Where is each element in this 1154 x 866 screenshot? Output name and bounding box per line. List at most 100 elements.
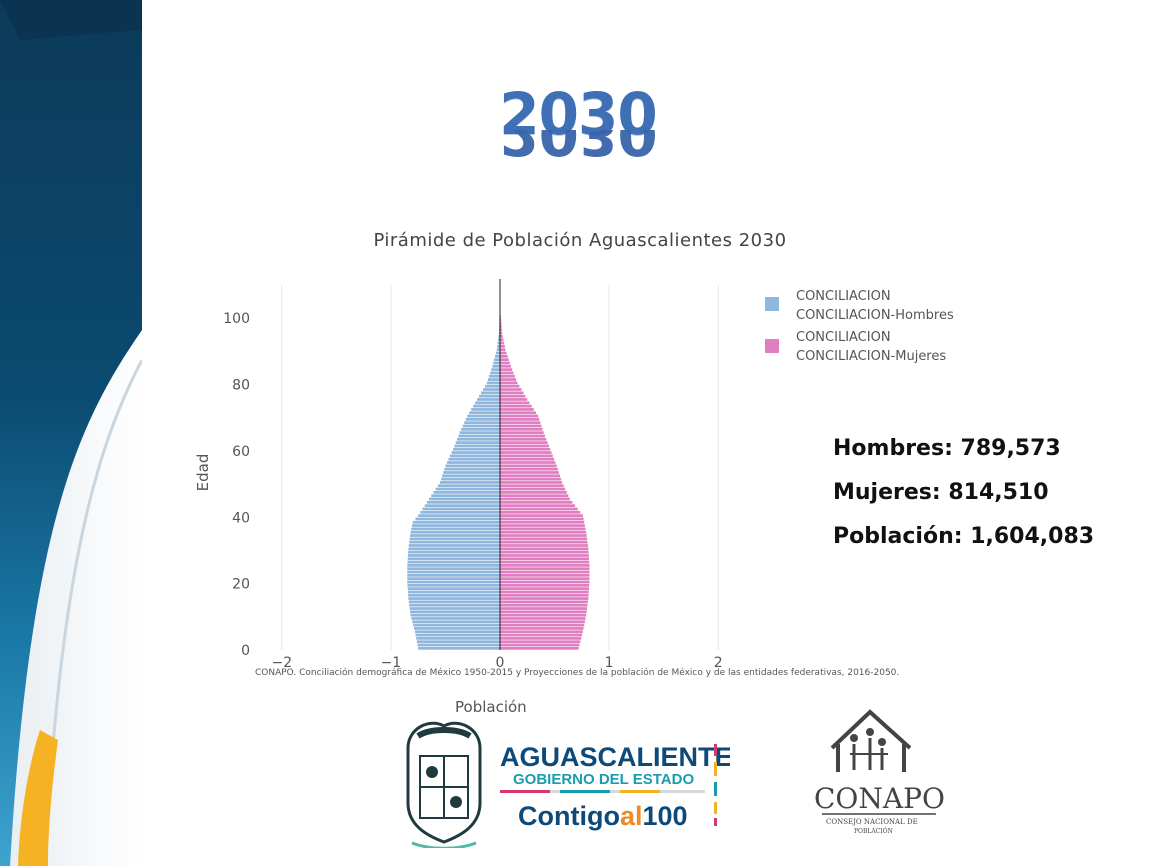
bar-hombres — [490, 371, 500, 375]
bar-mujeres — [500, 607, 588, 610]
bar-mujeres — [500, 454, 553, 458]
bar-hombres — [407, 573, 500, 577]
bar-mujeres — [500, 557, 590, 561]
bar-mujeres — [500, 411, 536, 415]
bar-hombres — [412, 620, 500, 624]
bar-hombres — [408, 597, 500, 600]
x-tick-label: −1 — [381, 655, 402, 671]
bar-mujeres — [500, 504, 576, 508]
bar-mujeres — [500, 457, 555, 461]
ags-coat-of-arms-icon — [406, 721, 482, 848]
bar-hombres — [420, 510, 500, 514]
bar-mujeres — [500, 520, 585, 524]
bar-hombres — [482, 388, 500, 391]
bar-hombres — [418, 514, 500, 517]
bar-hombres — [408, 550, 500, 554]
bar-hombres — [457, 437, 500, 441]
bar-mujeres — [500, 381, 518, 385]
bar-mujeres — [500, 427, 543, 431]
bar-mujeres — [500, 620, 585, 624]
bar-hombres — [409, 607, 500, 610]
bar-hombres — [407, 587, 500, 590]
stat-poblacion: Población: 1,604,083 — [833, 524, 1095, 549]
bar-mujeres — [500, 550, 589, 554]
bar-mujeres — [500, 401, 530, 405]
x-tick-label: 0 — [496, 655, 505, 671]
bar-mujeres — [500, 467, 558, 471]
bar-mujeres — [500, 354, 508, 358]
bar-hombres — [471, 408, 500, 411]
year-heading: 2030 2030 — [478, 78, 678, 178]
bar-mujeres — [500, 484, 564, 488]
bar-hombres — [407, 557, 500, 561]
decorative-sidebar — [0, 0, 142, 866]
bar-hombres — [415, 517, 500, 521]
bar-mujeres — [500, 623, 585, 627]
bar-mujeres — [500, 464, 557, 468]
bar-mujeres — [500, 500, 573, 504]
bar-mujeres — [500, 534, 587, 537]
bar-hombres — [433, 491, 500, 494]
bar-hombres — [497, 345, 500, 348]
x-axis-label: Población — [455, 698, 527, 716]
bar-hombres — [493, 361, 500, 365]
bar-hombres — [414, 627, 500, 630]
legend-swatch-hombres — [765, 297, 779, 311]
legend-swatch-mujeres — [765, 339, 779, 353]
bar-mujeres — [500, 577, 590, 581]
bar-mujeres — [500, 617, 586, 620]
ags-slogan: Contigoal100 — [518, 801, 688, 831]
bar-hombres — [409, 540, 500, 544]
bar-mujeres — [500, 328, 502, 332]
bar-mujeres — [500, 517, 584, 521]
aguascalientes-logo: AGUASCALIENTES GOBIERNO DEL ESTADO Conti… — [406, 721, 730, 848]
bar-hombres — [498, 331, 500, 335]
bar-hombres — [407, 570, 500, 574]
bar-hombres — [461, 427, 500, 431]
bar-mujeres — [500, 547, 589, 551]
bar-hombres — [484, 384, 500, 388]
bar-hombres — [494, 354, 500, 358]
bar-mujeres — [500, 573, 590, 577]
bar-hombres — [413, 623, 500, 627]
legend-label-mujeres: CONCILIACION CONCILIACION-Mujeres — [796, 330, 947, 364]
bar-hombres — [409, 603, 500, 607]
bar-hombres — [498, 335, 500, 338]
y-tick-label: 80 — [232, 378, 250, 394]
bar-hombres — [409, 537, 500, 541]
legend-label-hombres: CONCILIACION CONCILIACION-Hombres — [796, 289, 954, 323]
bar-mujeres — [500, 544, 588, 547]
bar-mujeres — [500, 477, 562, 481]
bar-hombres — [465, 418, 500, 421]
bar-hombres — [467, 414, 500, 418]
bar-mujeres — [500, 394, 526, 398]
bar-hombres — [407, 567, 500, 571]
bar-hombres — [495, 351, 500, 355]
bar-hombres — [410, 534, 500, 537]
bar-hombres — [455, 441, 500, 444]
bar-mujeres — [500, 361, 510, 365]
bar-mujeres — [500, 388, 522, 391]
bar-mujeres — [500, 351, 507, 355]
bar-mujeres — [500, 507, 578, 511]
bar-hombres — [443, 471, 500, 474]
bar-hombres — [437, 484, 500, 488]
bar-hombres — [417, 643, 500, 647]
bar-hombres — [497, 341, 500, 345]
stat-mujeres: Mujeres: 814,510 — [833, 480, 1049, 505]
bar-hombres — [445, 464, 500, 468]
bar-mujeres — [500, 398, 528, 401]
bar-mujeres — [500, 497, 570, 501]
bar-mujeres — [500, 540, 588, 544]
bar-mujeres — [500, 524, 585, 527]
bar-mujeres — [500, 560, 590, 564]
bar-hombres — [412, 524, 500, 527]
bar-mujeres — [500, 451, 552, 454]
bar-mujeres — [500, 474, 560, 478]
bar-mujeres — [500, 335, 503, 338]
bar-mujeres — [500, 481, 563, 484]
conapo-logo: CONAPO CONSEJO NACIONAL DE POBLACIÓN — [814, 709, 945, 835]
bar-hombres — [489, 374, 500, 378]
bar-hombres — [451, 451, 500, 454]
bar-hombres — [408, 547, 500, 551]
